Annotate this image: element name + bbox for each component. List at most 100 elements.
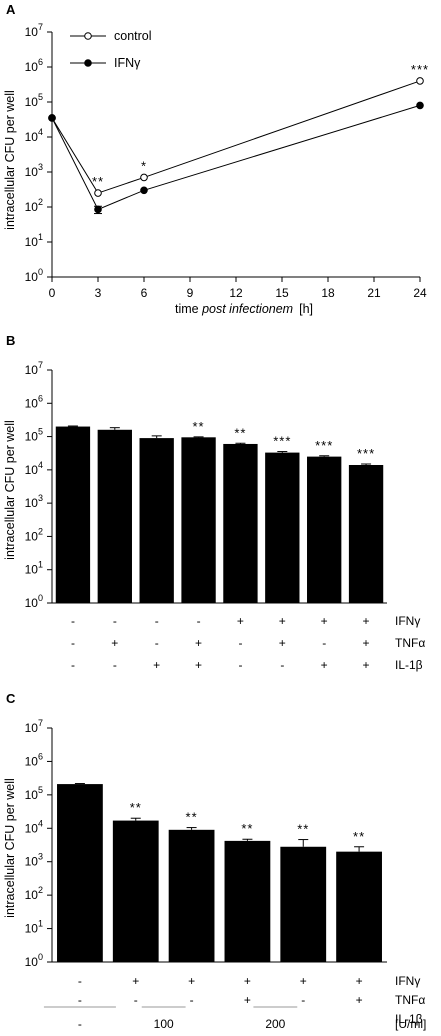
y-tick-label: 107: [25, 360, 43, 377]
tick-exponent: 5: [38, 92, 43, 102]
bar: [224, 840, 271, 962]
panel-b: B intracellular CFU per well 10010110210…: [3, 333, 425, 672]
significance-label: **: [241, 821, 253, 836]
significance-label: **: [130, 800, 142, 815]
x-tick-label: 24: [413, 286, 427, 300]
y-tick-label: 102: [25, 526, 43, 543]
y-tick-label: 106: [25, 57, 43, 74]
treatment-sign: -: [134, 993, 138, 1007]
bar: [265, 452, 300, 603]
y-tick-label: 106: [25, 393, 43, 410]
y-tick-label: 103: [25, 162, 43, 179]
treatment-sign: -: [78, 993, 82, 1007]
treatment-sign: +: [300, 974, 307, 988]
tick-base: 10: [25, 821, 39, 835]
treatment-sign: +: [321, 658, 328, 672]
y-tick-label: 105: [25, 427, 43, 444]
treatment-sign: -: [238, 636, 242, 650]
tick-exponent: 4: [38, 127, 43, 137]
tick-exponent: 3: [38, 852, 43, 862]
tick-base: 10: [25, 235, 39, 249]
x-tick-label: 12: [229, 286, 243, 300]
x-tick-label: 0: [49, 286, 56, 300]
panel-a-plot: ******: [48, 62, 428, 215]
bar: [139, 438, 174, 603]
data-point-ifng: [94, 205, 102, 214]
treatment-sign: +: [153, 658, 160, 672]
treatment-sign: +: [244, 993, 251, 1007]
tick-exponent: 0: [38, 952, 43, 962]
x-tick-label: 3: [95, 286, 102, 300]
tick-base: 10: [25, 955, 39, 969]
tick-base: 10: [25, 396, 39, 410]
tick-base: 10: [25, 855, 39, 869]
bar: [181, 437, 216, 603]
treatment-sign: +: [279, 636, 286, 650]
dose-label: -: [78, 1017, 82, 1031]
panel-b-y-axis-label: intracellular CFU per well: [3, 420, 17, 560]
series-line-ifng: [51, 104, 421, 211]
treatment-sign: +: [111, 636, 118, 650]
treatment-sign: +: [195, 658, 202, 672]
tick-base: 10: [25, 130, 39, 144]
treatment-sign: +: [363, 614, 370, 628]
tick-exponent: 2: [38, 197, 43, 207]
treatment-sign: +: [132, 974, 139, 988]
panel-b-plot: ** ***** ******: [52, 419, 387, 604]
panel-a-x-axis-label: time post infectionem [h]: [175, 302, 313, 316]
panel-letter-b: B: [6, 333, 15, 348]
dose-label: 100: [154, 1017, 174, 1031]
y-tick-label: 103: [25, 852, 43, 869]
treatment-row-label: IFNγ: [395, 974, 420, 988]
y-tick-label: 104: [25, 460, 43, 477]
significance-label: ***: [273, 434, 291, 449]
treatment-row-label: IFNγ: [395, 614, 420, 628]
x-tick-label: 18: [321, 286, 335, 300]
legend-ifng-label: IFNγ: [114, 56, 141, 70]
panel-c: C intracellular CFU per well 10010110210…: [3, 691, 426, 1031]
y-tick-label: 107: [25, 22, 43, 39]
legend-ifng-marker: [84, 59, 92, 67]
treatment-sign: +: [237, 614, 244, 628]
y-tick-label: 104: [25, 818, 43, 835]
tick-base: 10: [25, 25, 39, 39]
tick-base: 10: [25, 563, 39, 577]
data-point-control: [94, 189, 102, 197]
panel-a-x-axis: 0 3 6 9 12 15 18 21 24: [49, 276, 427, 300]
tick-exponent: 3: [38, 162, 43, 172]
tick-exponent: 6: [38, 393, 43, 403]
tick-base: 10: [25, 95, 39, 109]
tick-exponent: 2: [38, 526, 43, 536]
panel-letter-c: C: [6, 691, 16, 706]
tick-base: 10: [25, 430, 39, 444]
series-line-control: [51, 80, 421, 194]
tick-exponent: 4: [38, 460, 43, 470]
data-point-ifng: [416, 101, 424, 110]
treatment-sign: +: [356, 993, 363, 1007]
significance-label: **: [297, 822, 309, 837]
significance-label: **: [193, 419, 205, 434]
treatment-sign: -: [155, 614, 159, 628]
tick-base: 10: [25, 363, 39, 377]
treatment-sign: -: [113, 658, 117, 672]
treatment-row-label: IL-1β: [395, 658, 423, 672]
treatment-sign: +: [244, 974, 251, 988]
data-point-control: [416, 77, 424, 85]
treatment-row-label: IL-1β: [395, 1012, 423, 1026]
x-tick-label: 15: [275, 286, 289, 300]
bar: [336, 851, 382, 962]
tick-base: 10: [25, 721, 39, 735]
treatment-sign: -: [71, 614, 75, 628]
treatment-sign: -: [197, 614, 201, 628]
tick-exponent: 1: [38, 232, 43, 242]
tick-base: 10: [25, 463, 39, 477]
y-tick-label: 102: [25, 885, 43, 902]
data-point-ifng: [140, 186, 148, 195]
treatment-sign: -: [155, 636, 159, 650]
y-tick-label: 100: [25, 267, 43, 284]
tick-exponent: 4: [38, 818, 43, 828]
tick-base: 10: [25, 529, 39, 543]
